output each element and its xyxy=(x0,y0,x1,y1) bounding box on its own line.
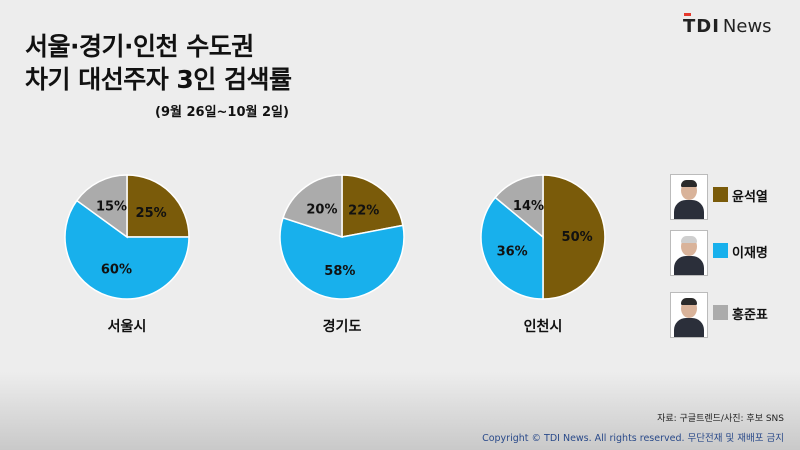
legend-label-hong: 홍준표 xyxy=(732,308,768,323)
pie-slice-seoul-lee xyxy=(64,199,190,300)
footer-background xyxy=(0,372,800,450)
pie-slice-gyeonggi-yoon xyxy=(341,174,404,238)
pie-slice-seoul-hong xyxy=(75,174,128,239)
logo-news-text: News xyxy=(722,16,772,37)
pie-value-label-gyeonggi-yoon: 22% xyxy=(348,204,379,219)
pie-value-label-incheon-lee: 36% xyxy=(497,245,528,260)
pie-slice-seoul-yoon xyxy=(126,174,190,238)
pie-label-seoul: 서울시 xyxy=(107,319,147,335)
chart-period: (9월 26일~10월 2일) xyxy=(155,105,289,120)
pie-value-label-seoul-lee: 60% xyxy=(101,262,132,277)
legend-label-lee: 이재명 xyxy=(732,246,768,261)
title-line-2: 차기 대선주자 3인 검색률 xyxy=(25,65,292,94)
candidate-photo-icon xyxy=(670,174,708,220)
pie-value-label-gyeonggi-lee: 58% xyxy=(324,264,355,279)
title-line-1: 서울·경기·인천 수도권 xyxy=(25,32,254,61)
chart-title: 서울·경기·인천 수도권 차기 대선주자 3인 검색률 xyxy=(25,30,292,96)
legend-swatch-lee xyxy=(713,243,728,258)
candidate-photo-icon xyxy=(670,292,708,338)
candidate-photo-icon xyxy=(670,230,708,276)
pie-label-gyeonggi: 경기도 xyxy=(322,319,362,335)
source-note: 자료: 구글트렌드/사진: 후보 SNS xyxy=(657,414,784,424)
legend-swatch-yoon xyxy=(713,187,728,202)
pie-slice-incheon-lee xyxy=(480,196,544,300)
pie-value-label-gyeonggi-hong: 20% xyxy=(306,202,337,217)
pie-slice-gyeonggi-lee xyxy=(279,216,405,300)
tdi-news-logo: TDI News xyxy=(683,16,772,37)
legend-swatch-hong xyxy=(713,305,728,320)
pie-value-label-incheon-yoon: 50% xyxy=(562,230,593,245)
pie-value-label-incheon-hong: 14% xyxy=(513,199,544,214)
logo-tdi-text: TDI xyxy=(683,16,720,37)
pie-slice-gyeonggi-hong xyxy=(282,174,343,239)
copyright-notice: Copyright © TDI News. All rights reserve… xyxy=(482,433,784,444)
pie-value-label-seoul-yoon: 25% xyxy=(136,206,167,221)
legend-label-yoon: 윤석열 xyxy=(732,190,768,205)
pie-value-label-seoul-hong: 15% xyxy=(96,200,127,215)
pie-slice-incheon-yoon xyxy=(542,174,606,300)
pie-slice-incheon-hong xyxy=(494,174,544,239)
pie-label-incheon: 인천시 xyxy=(523,319,563,335)
